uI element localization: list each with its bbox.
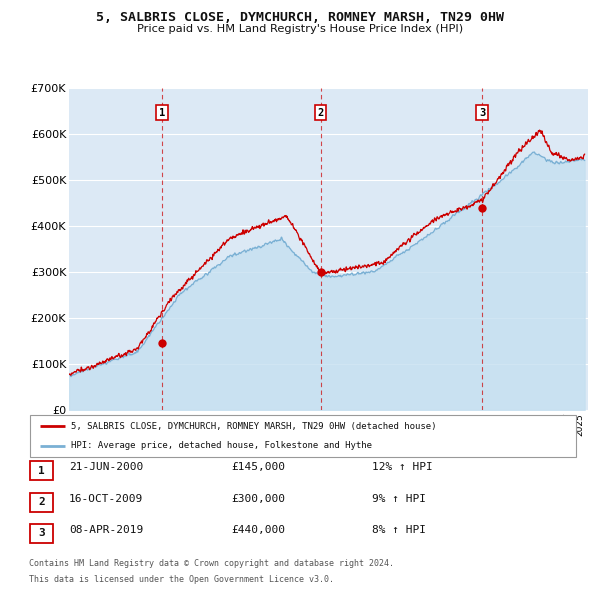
Text: HPI: Average price, detached house, Folkestone and Hythe: HPI: Average price, detached house, Folk… bbox=[71, 441, 372, 450]
Text: 3: 3 bbox=[479, 107, 485, 117]
Text: 2: 2 bbox=[38, 497, 45, 507]
Text: 9% ↑ HPI: 9% ↑ HPI bbox=[372, 494, 426, 503]
Text: This data is licensed under the Open Government Licence v3.0.: This data is licensed under the Open Gov… bbox=[29, 575, 334, 584]
FancyBboxPatch shape bbox=[30, 524, 53, 543]
FancyBboxPatch shape bbox=[30, 415, 576, 457]
Text: Contains HM Land Registry data © Crown copyright and database right 2024.: Contains HM Land Registry data © Crown c… bbox=[29, 559, 394, 568]
Text: 1: 1 bbox=[38, 466, 45, 476]
Text: 1: 1 bbox=[159, 107, 165, 117]
Text: £440,000: £440,000 bbox=[231, 525, 285, 535]
Text: 21-JUN-2000: 21-JUN-2000 bbox=[69, 463, 143, 472]
Text: Price paid vs. HM Land Registry's House Price Index (HPI): Price paid vs. HM Land Registry's House … bbox=[137, 24, 463, 34]
Text: 3: 3 bbox=[38, 529, 45, 538]
Text: 12% ↑ HPI: 12% ↑ HPI bbox=[372, 463, 433, 472]
Text: 2: 2 bbox=[317, 107, 324, 117]
Text: 5, SALBRIS CLOSE, DYMCHURCH, ROMNEY MARSH, TN29 0HW (detached house): 5, SALBRIS CLOSE, DYMCHURCH, ROMNEY MARS… bbox=[71, 422, 436, 431]
Text: 5, SALBRIS CLOSE, DYMCHURCH, ROMNEY MARSH, TN29 0HW: 5, SALBRIS CLOSE, DYMCHURCH, ROMNEY MARS… bbox=[96, 11, 504, 24]
Text: 16-OCT-2009: 16-OCT-2009 bbox=[69, 494, 143, 503]
Text: £300,000: £300,000 bbox=[231, 494, 285, 503]
FancyBboxPatch shape bbox=[30, 461, 53, 480]
Text: £145,000: £145,000 bbox=[231, 463, 285, 472]
Text: 08-APR-2019: 08-APR-2019 bbox=[69, 525, 143, 535]
FancyBboxPatch shape bbox=[30, 493, 53, 512]
Text: 8% ↑ HPI: 8% ↑ HPI bbox=[372, 525, 426, 535]
